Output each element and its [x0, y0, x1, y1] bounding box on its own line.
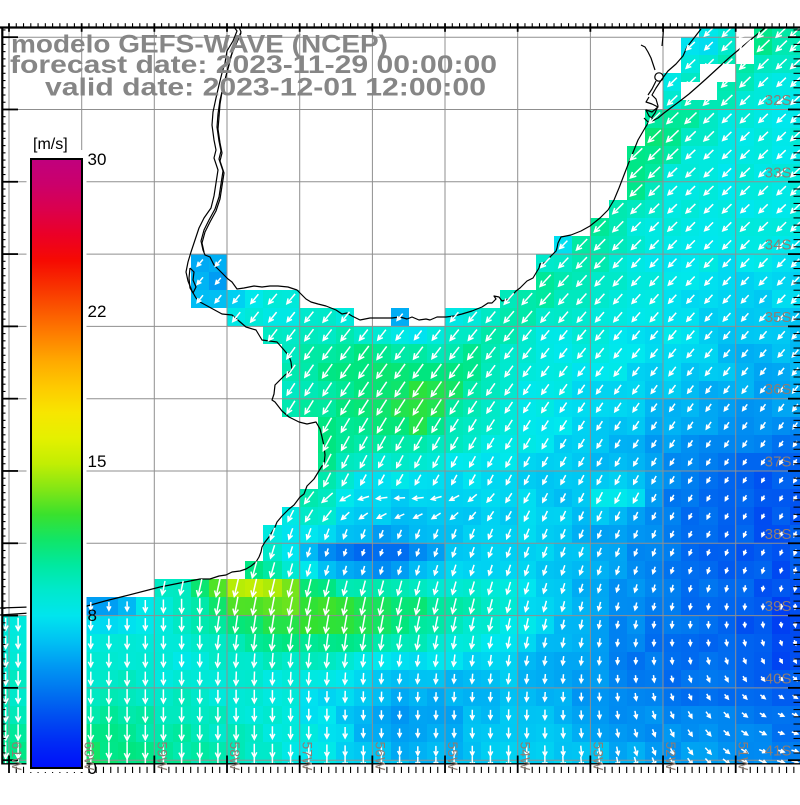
- svg-text:52W: 52W: [663, 742, 679, 772]
- svg-text:8: 8: [88, 606, 97, 625]
- svg-text:38S: 38S: [765, 526, 792, 543]
- svg-text:41S: 41S: [765, 743, 792, 760]
- svg-text:40S: 40S: [765, 670, 792, 687]
- svg-text:61W: 61W: [9, 742, 25, 772]
- svg-text:33S: 33S: [765, 164, 792, 181]
- svg-text:15: 15: [88, 452, 107, 471]
- svg-text:35S: 35S: [765, 309, 792, 326]
- svg-text:58W: 58W: [227, 742, 243, 772]
- svg-text:37S: 37S: [765, 454, 792, 471]
- svg-text:[m/s]: [m/s]: [33, 136, 68, 153]
- svg-text:59W: 59W: [154, 742, 170, 772]
- svg-text:60W: 60W: [82, 742, 98, 772]
- svg-text:55W: 55W: [445, 742, 461, 772]
- svg-text:51W: 51W: [736, 742, 752, 772]
- svg-text:56W: 56W: [372, 742, 388, 772]
- svg-text:forecast date: 2023-11-29 00:0: forecast date: 2023-11-29 00:00:00: [10, 51, 497, 79]
- svg-text:32S: 32S: [765, 92, 792, 109]
- svg-text:53W: 53W: [590, 742, 606, 772]
- svg-text:57W: 57W: [300, 742, 316, 772]
- svg-text:36S: 36S: [765, 381, 792, 398]
- svg-text:valid date: 2023-12-01 12:00:0: valid date: 2023-12-01 12:00:00: [45, 73, 486, 101]
- svg-text:34S: 34S: [765, 237, 792, 254]
- svg-text:0: 0: [88, 759, 97, 778]
- svg-text:30: 30: [88, 150, 107, 169]
- svg-text:39S: 39S: [765, 598, 792, 615]
- svg-text:22: 22: [88, 302, 107, 321]
- svg-text:modelo GEFS-WAVE (NCEP): modelo GEFS-WAVE (NCEP): [11, 30, 388, 58]
- svg-text:54W: 54W: [518, 742, 534, 772]
